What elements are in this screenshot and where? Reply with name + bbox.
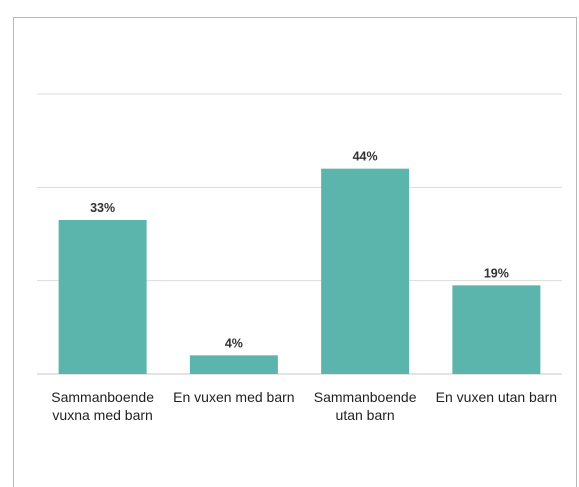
bar-chart: 33% 4% 44% 19% Sammanboende vuxna med barn En…: [37, 93, 562, 423]
value-label: 4%: [225, 336, 243, 350]
category-label: En vuxen utan barn: [436, 389, 557, 405]
bar: [189, 355, 278, 374]
bar: [321, 168, 410, 374]
bar: [58, 220, 147, 374]
bar: [452, 285, 541, 374]
category-label: vuxna med barn: [52, 407, 152, 423]
bars: [58, 168, 541, 374]
category-label: En vuxen med barn: [173, 389, 294, 405]
category-label: utan barn: [336, 407, 395, 423]
category-label: Sammanboende: [314, 389, 417, 405]
category-label: Sammanboende: [51, 389, 154, 405]
category-labels: Sammanboende vuxna med barn En vuxen med b…: [51, 389, 557, 423]
chart-frame: [13, 17, 577, 487]
value-label: 33%: [90, 201, 115, 215]
value-label: 19%: [484, 266, 509, 280]
value-labels: 33% 4% 44% 19%: [90, 150, 509, 351]
value-label: 44%: [353, 150, 378, 164]
